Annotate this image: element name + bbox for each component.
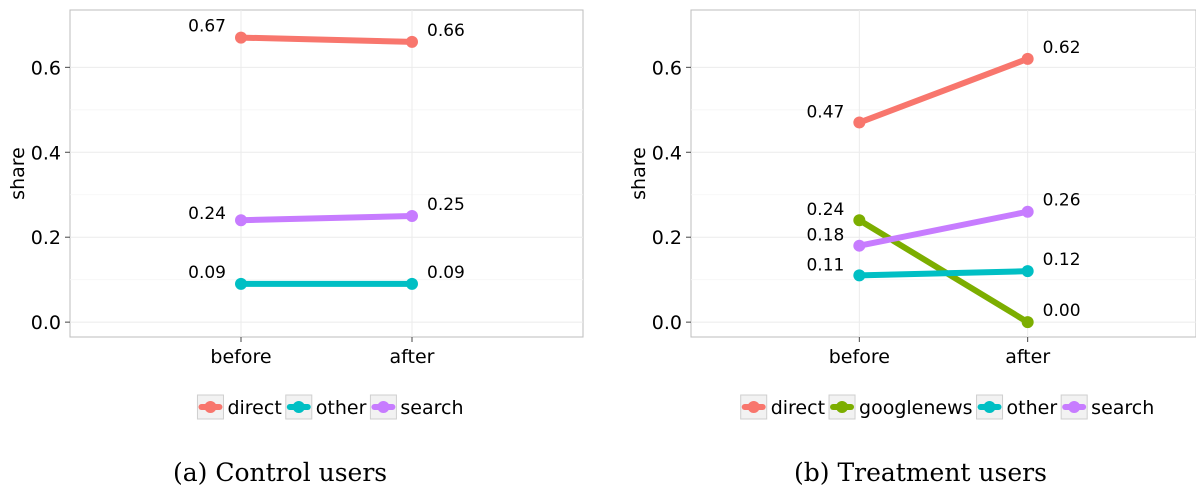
data-point-other-before	[853, 269, 866, 282]
series-line-direct	[856, 55, 1031, 126]
x-tick-label-after: after	[390, 346, 435, 368]
y-tick-label: 0.0	[31, 312, 61, 334]
data-label-search-before: 0.24	[188, 204, 226, 224]
data-label-direct-before: 0.67	[188, 17, 226, 37]
legend: direct googlenews other search	[740, 394, 1154, 420]
data-label-direct-after: 0.62	[1043, 38, 1081, 58]
legend-key-point-search	[377, 401, 390, 413]
caption-treatment-users: (b) Treatment users	[794, 458, 1047, 487]
legend-item-other: other	[285, 394, 367, 420]
data-label-other-after: 0.09	[427, 263, 465, 283]
plot-panel	[690, 9, 1196, 338]
series-direct	[235, 31, 418, 48]
legend-item-direct: direct	[740, 394, 825, 420]
legend-label-direct: direct	[227, 397, 281, 419]
data-point-direct-after	[406, 35, 418, 48]
series-line-other	[856, 268, 1031, 279]
legend-key-point-googlenews	[836, 401, 849, 413]
data-label-other-before: 0.11	[806, 255, 844, 275]
legend-item-direct: direct	[196, 394, 282, 420]
chart-panel-control: 0.0 0.2 0.4 0.6 before after share 0.67 0.66 0.09…	[7, 9, 584, 420]
data-point-googlenews-before	[853, 214, 866, 227]
y-tick-label: 0.4	[652, 142, 682, 164]
y-tick-label: 0.6	[31, 57, 61, 79]
data-point-search-before	[235, 214, 247, 227]
data-label-googlenews-before: 0.24	[806, 200, 844, 220]
series-other	[853, 265, 1034, 282]
legend-key-point-other	[983, 401, 996, 413]
series-line-direct	[238, 34, 415, 45]
data-label-other-before: 0.09	[188, 263, 226, 283]
data-point-direct-before	[235, 31, 247, 44]
data-point-other-before	[235, 277, 247, 290]
legend-label-other: other	[316, 397, 367, 419]
data-label-search-after: 0.26	[1043, 191, 1081, 211]
data-label-other-after: 0.12	[1043, 250, 1081, 270]
legend-item-search: search	[369, 394, 464, 420]
data-point-search-before	[853, 239, 866, 252]
x-tick-label-after: after	[1005, 346, 1050, 368]
series-line-search	[856, 208, 1031, 249]
y-axis-title: share	[7, 147, 29, 200]
y-tick-label: 0.0	[652, 312, 682, 334]
series-search	[853, 205, 1034, 252]
data-point-search-after	[406, 209, 418, 222]
data-label-search-after: 0.25	[427, 195, 465, 215]
x-tick-label-before: before	[829, 346, 890, 368]
chart-panel-treatment: 0.0 0.2 0.4 0.6 before after share 0.47 0.62 0.24…	[628, 9, 1196, 420]
data-label-search-before: 0.18	[806, 226, 844, 246]
y-tick-label: 0.6	[652, 57, 682, 79]
x-tick-label-before: before	[210, 346, 271, 368]
legend-key-point-direct	[204, 401, 217, 413]
legend-label-other: other	[1007, 397, 1058, 419]
legend: direct other search	[196, 394, 464, 420]
series-search	[235, 209, 418, 227]
data-point-search-after	[1021, 205, 1034, 218]
series-line-search	[238, 212, 415, 224]
legend-key-point-search	[1068, 401, 1081, 413]
legend-key-point-other	[292, 401, 305, 413]
y-tick-label: 0.2	[652, 227, 682, 249]
data-point-other-after	[1021, 265, 1034, 278]
legend-item-other: other	[976, 394, 1058, 420]
series-other	[235, 277, 418, 290]
y-axis-title: share	[628, 147, 650, 200]
data-label-direct-before: 0.47	[806, 103, 844, 123]
legend-label-direct: direct	[771, 397, 825, 419]
data-point-direct-before	[853, 116, 866, 129]
data-point-googlenews-after	[1021, 316, 1034, 329]
legend-item-search: search	[1060, 394, 1154, 420]
data-point-direct-after	[1021, 52, 1034, 65]
data-label-googlenews-after: 0.00	[1043, 301, 1081, 321]
data-point-other-after	[406, 277, 418, 290]
legend-label-googlenews: googlenews	[859, 397, 973, 419]
y-tick-label: 0.4	[31, 142, 61, 164]
caption-control-users: (a) Control users	[173, 458, 388, 487]
legend-item-googlenews: googlenews	[828, 394, 973, 420]
legend-label-search: search	[400, 397, 463, 419]
legend-label-search: search	[1091, 397, 1154, 419]
legend-key-point-direct	[747, 401, 760, 413]
series-direct	[853, 52, 1034, 129]
data-label-direct-after: 0.66	[427, 21, 465, 41]
plot-panel	[69, 9, 584, 338]
y-tick-label: 0.2	[31, 227, 61, 249]
